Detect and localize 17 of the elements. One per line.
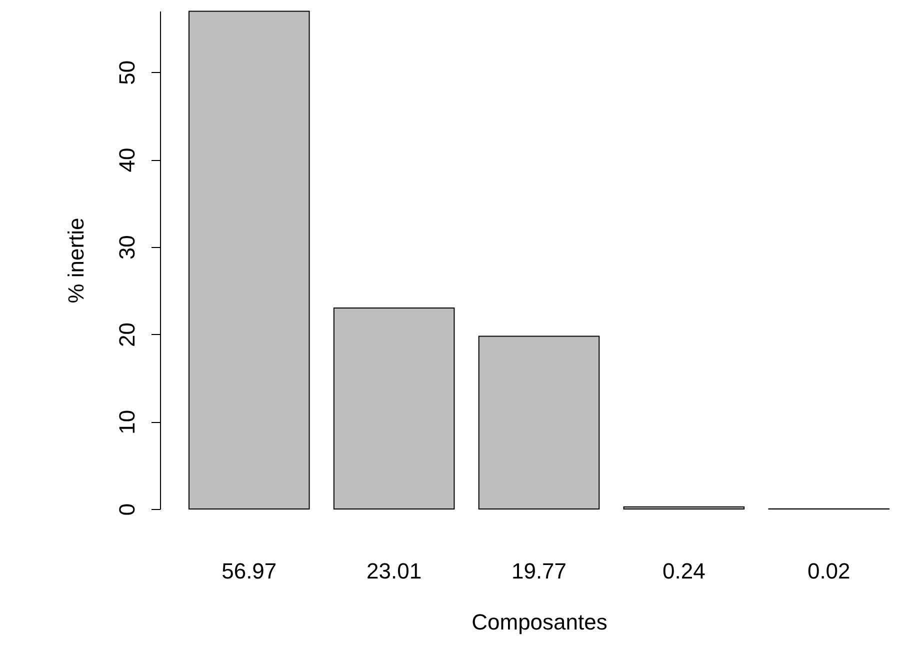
x-tick-label: 23.01 xyxy=(366,558,422,584)
y-tick-label: 40 xyxy=(114,148,140,172)
y-tick-label: 30 xyxy=(114,235,140,260)
y-tick-label: 50 xyxy=(114,60,140,85)
bar xyxy=(623,506,745,510)
bar xyxy=(333,307,455,510)
y-tick-label: 10 xyxy=(114,410,140,434)
x-tick-label: 0.24 xyxy=(662,558,706,584)
x-tick-label: 0.02 xyxy=(807,558,850,584)
y-tick-label: 20 xyxy=(114,322,140,348)
x-tick-label: 19.77 xyxy=(511,558,567,584)
x-axis-title: Composantes xyxy=(472,610,608,634)
bar xyxy=(188,10,310,510)
y-tick-label: 0 xyxy=(114,503,140,516)
bar xyxy=(478,336,600,510)
y-axis-title: % inertie xyxy=(64,218,88,304)
x-tick-label: 56.97 xyxy=(222,558,277,584)
